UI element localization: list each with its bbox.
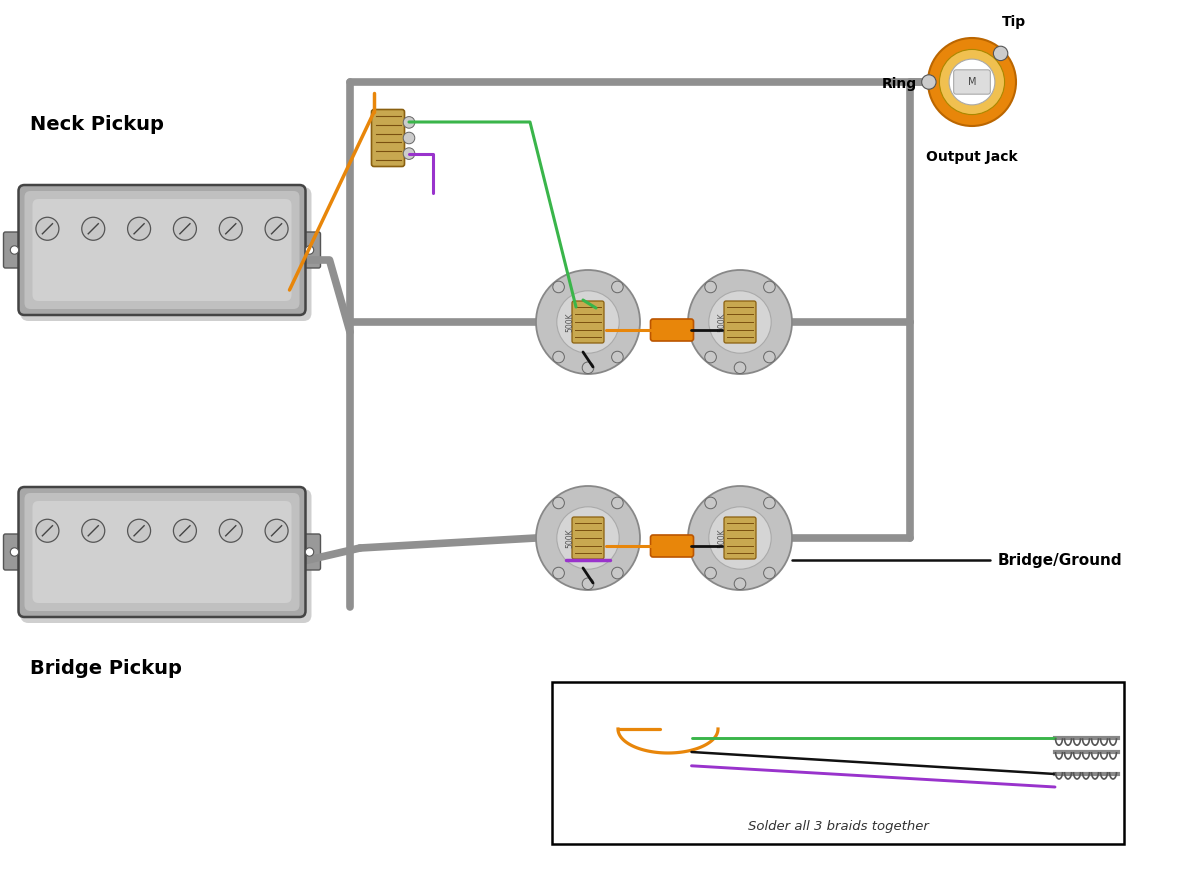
Circle shape: [763, 352, 775, 363]
FancyBboxPatch shape: [572, 301, 604, 343]
Circle shape: [557, 507, 619, 569]
Circle shape: [174, 519, 197, 542]
Circle shape: [612, 352, 623, 363]
Circle shape: [305, 548, 313, 556]
FancyBboxPatch shape: [18, 185, 306, 315]
Circle shape: [704, 282, 716, 293]
Circle shape: [709, 507, 772, 569]
Circle shape: [403, 148, 415, 160]
Circle shape: [82, 217, 104, 240]
Circle shape: [11, 246, 19, 254]
FancyBboxPatch shape: [18, 487, 306, 617]
Circle shape: [582, 578, 594, 589]
Circle shape: [127, 519, 150, 542]
FancyBboxPatch shape: [299, 534, 320, 570]
Circle shape: [127, 217, 150, 240]
Text: Solder all 3 braids together: Solder all 3 braids together: [748, 819, 929, 832]
Circle shape: [685, 732, 697, 744]
FancyBboxPatch shape: [650, 535, 694, 557]
Circle shape: [174, 217, 197, 240]
FancyBboxPatch shape: [658, 726, 686, 778]
Circle shape: [557, 291, 619, 353]
FancyBboxPatch shape: [954, 70, 990, 94]
Circle shape: [536, 270, 640, 374]
Text: Bridge Pickup: Bridge Pickup: [30, 659, 182, 678]
Text: 500K: 500K: [565, 528, 575, 548]
Circle shape: [220, 217, 242, 240]
Text: Output Jack: Output Jack: [926, 150, 1018, 164]
Circle shape: [734, 578, 746, 589]
Circle shape: [553, 567, 564, 579]
Circle shape: [553, 352, 564, 363]
Circle shape: [403, 132, 415, 144]
FancyBboxPatch shape: [299, 232, 320, 268]
Circle shape: [612, 282, 623, 293]
Text: Bridge/Ground: Bridge/Ground: [998, 553, 1123, 567]
Circle shape: [612, 497, 623, 509]
FancyBboxPatch shape: [4, 534, 25, 570]
FancyBboxPatch shape: [20, 489, 312, 623]
FancyBboxPatch shape: [24, 191, 300, 309]
Circle shape: [403, 117, 415, 128]
Circle shape: [709, 291, 772, 353]
Circle shape: [763, 497, 775, 509]
FancyBboxPatch shape: [20, 187, 312, 321]
FancyBboxPatch shape: [4, 232, 25, 268]
Text: Neck Pickup: Neck Pickup: [30, 116, 164, 134]
Circle shape: [82, 519, 104, 542]
Text: 500K: 500K: [565, 312, 575, 332]
FancyBboxPatch shape: [724, 301, 756, 343]
Circle shape: [265, 217, 288, 240]
FancyBboxPatch shape: [372, 110, 404, 167]
FancyBboxPatch shape: [552, 682, 1124, 844]
FancyBboxPatch shape: [32, 199, 292, 301]
Circle shape: [582, 362, 594, 374]
FancyBboxPatch shape: [32, 501, 292, 603]
Circle shape: [36, 519, 59, 542]
Text: Tip: Tip: [1002, 15, 1026, 29]
Circle shape: [11, 548, 19, 556]
Circle shape: [763, 282, 775, 293]
Text: 500K: 500K: [718, 528, 726, 548]
Circle shape: [940, 49, 1004, 115]
Circle shape: [612, 567, 623, 579]
Text: M: M: [967, 77, 977, 87]
Circle shape: [704, 352, 716, 363]
Circle shape: [763, 567, 775, 579]
Circle shape: [922, 75, 936, 89]
Text: Ring: Ring: [882, 77, 917, 91]
Text: 500K: 500K: [718, 312, 726, 332]
Circle shape: [36, 217, 59, 240]
Circle shape: [734, 362, 746, 374]
Circle shape: [704, 567, 716, 579]
Circle shape: [553, 497, 564, 509]
FancyBboxPatch shape: [650, 319, 694, 341]
Circle shape: [553, 282, 564, 293]
Circle shape: [536, 486, 640, 590]
Circle shape: [685, 760, 697, 772]
Circle shape: [949, 59, 995, 105]
FancyBboxPatch shape: [724, 517, 756, 559]
Circle shape: [688, 270, 792, 374]
FancyBboxPatch shape: [24, 493, 300, 611]
Circle shape: [688, 486, 792, 590]
Circle shape: [305, 246, 313, 254]
Circle shape: [265, 519, 288, 542]
Circle shape: [685, 746, 697, 758]
Circle shape: [994, 46, 1008, 61]
FancyBboxPatch shape: [572, 517, 604, 559]
Circle shape: [704, 497, 716, 509]
Circle shape: [928, 38, 1016, 126]
Circle shape: [220, 519, 242, 542]
